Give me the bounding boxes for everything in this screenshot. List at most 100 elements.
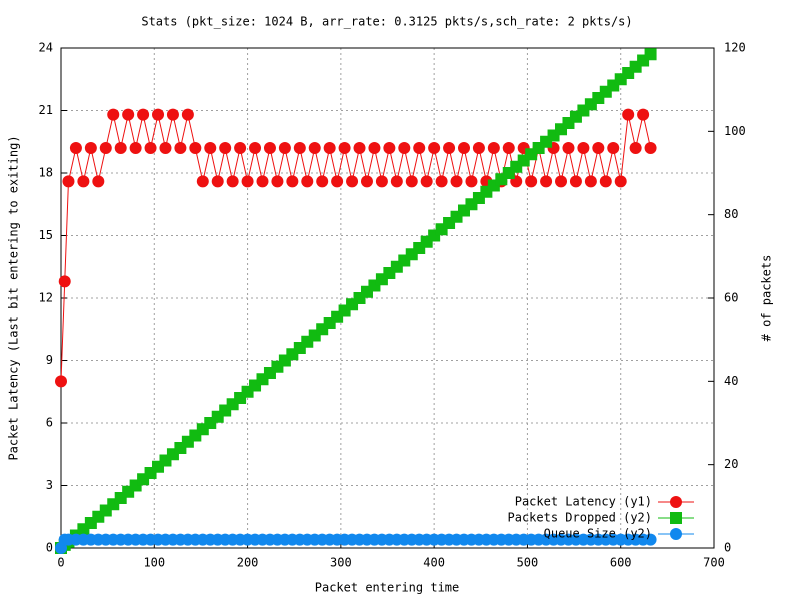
data-point <box>457 142 470 154</box>
data-point <box>637 108 650 121</box>
y-tick-label: 15 <box>39 228 53 242</box>
data-point <box>256 175 269 188</box>
y2-tick-label: 100 <box>724 124 746 138</box>
data-point <box>331 175 344 188</box>
data-point <box>353 142 366 154</box>
data-point <box>644 142 657 154</box>
data-point <box>263 142 276 154</box>
data-point <box>525 175 538 188</box>
data-point <box>390 175 403 188</box>
data-point <box>599 175 612 188</box>
data-point <box>204 142 217 154</box>
x-axis-label: Packet entering time <box>315 581 460 595</box>
data-point <box>622 108 635 121</box>
data-point <box>69 142 82 154</box>
legend-marker <box>670 512 682 524</box>
data-point <box>293 142 306 154</box>
data-point <box>465 175 478 188</box>
data-point <box>472 142 485 154</box>
plot-frame <box>60 47 715 549</box>
data-point <box>219 142 232 154</box>
data-point <box>420 175 433 188</box>
legend-label: Queue Size (y2) <box>544 527 652 541</box>
data-point <box>99 142 112 154</box>
data-point <box>122 108 135 121</box>
data-point <box>301 175 314 188</box>
y2-tick-label: 60 <box>724 291 738 305</box>
data-point <box>375 175 388 188</box>
x-tick-label: 400 <box>423 556 445 570</box>
data-point <box>211 175 224 188</box>
data-point <box>592 142 605 154</box>
y2-tick-label: 20 <box>724 457 738 471</box>
data-point <box>278 142 291 154</box>
y-axis-label: Packet Latency (Last bit entering to exi… <box>7 135 21 460</box>
data-point <box>510 160 523 173</box>
y-tick-label: 9 <box>46 353 53 367</box>
y2-tick-label: 0 <box>724 541 731 555</box>
data-point <box>607 142 620 154</box>
y-tick-label: 18 <box>39 166 53 180</box>
x-tick-label: 500 <box>517 556 539 570</box>
y2-tick-label: 40 <box>724 374 738 388</box>
data-point <box>308 142 321 154</box>
data-point <box>323 142 336 154</box>
data-point <box>77 175 90 188</box>
data-point <box>360 175 373 188</box>
y2-tick-label: 120 <box>724 41 746 55</box>
data-point <box>368 142 381 154</box>
data-point <box>644 48 657 61</box>
data-point <box>487 142 500 154</box>
data-point <box>644 533 657 546</box>
data-point <box>443 142 456 154</box>
data-point <box>249 142 262 154</box>
data-point <box>107 108 120 121</box>
data-point <box>92 175 105 188</box>
y-tick-label: 0 <box>46 541 53 555</box>
data-point <box>316 175 329 188</box>
data-point <box>189 142 202 154</box>
data-point <box>405 175 418 188</box>
data-point <box>435 175 448 188</box>
data-point <box>562 142 575 154</box>
y-tick-label: 6 <box>46 416 53 430</box>
legend-label: Packets Dropped (y2) <box>508 511 653 525</box>
data-point <box>413 142 426 154</box>
y2-tick-label: 80 <box>724 207 738 221</box>
data-point <box>181 108 194 121</box>
chart-title: Stats (pkt_size: 1024 B, arr_rate: 0.312… <box>141 15 632 29</box>
data-point <box>584 175 597 188</box>
data-point <box>286 175 299 188</box>
data-point <box>84 142 97 154</box>
data-point <box>383 142 396 154</box>
data-point <box>58 275 71 288</box>
data-point <box>428 142 441 154</box>
data-point <box>569 175 582 188</box>
data-point <box>174 142 187 154</box>
data-point <box>144 142 157 154</box>
data-point <box>346 175 359 188</box>
data-point <box>152 108 165 121</box>
legend-marker <box>670 496 682 508</box>
data-point <box>629 142 642 154</box>
y-tick-label: 12 <box>39 291 53 305</box>
data-point <box>502 142 515 154</box>
y-tick-label: 24 <box>39 41 53 55</box>
data-point <box>577 142 590 154</box>
data-point <box>450 175 463 188</box>
x-tick-label: 300 <box>330 556 352 570</box>
legend-label: Packet Latency (y1) <box>515 495 652 509</box>
data-point <box>159 142 172 154</box>
y-tick-label: 21 <box>39 103 53 117</box>
x-tick-label: 0 <box>57 556 64 570</box>
data-point <box>540 175 553 188</box>
data-point <box>55 375 67 388</box>
data-point <box>398 142 411 154</box>
x-tick-label: 600 <box>610 556 632 570</box>
data-point <box>555 175 568 188</box>
y-tick-label: 3 <box>46 478 53 492</box>
data-point <box>129 142 142 154</box>
